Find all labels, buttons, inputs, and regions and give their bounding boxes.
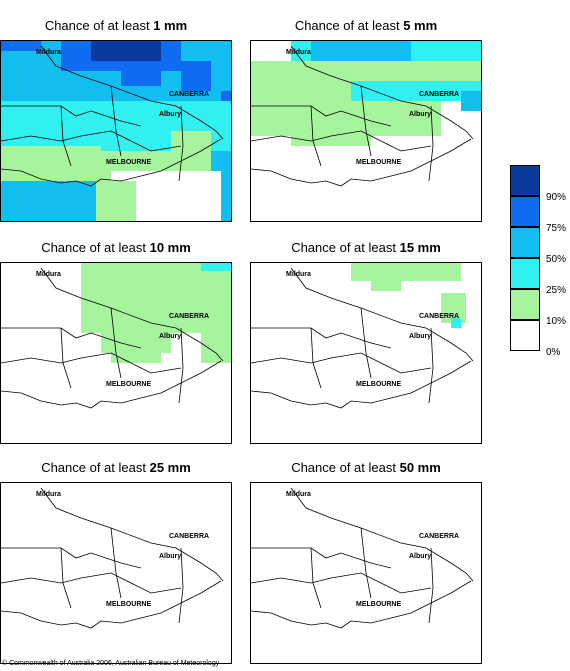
city-mildura: Mildura	[286, 271, 311, 278]
legend-swatch-90	[510, 165, 540, 196]
city-mildura: Mildura	[286, 491, 311, 498]
panel-title: Chance of at least 1 mm	[44, 18, 188, 33]
city-mildura: Mildura	[36, 491, 61, 498]
panel-title: Chance of at least 15 mm	[291, 240, 441, 255]
map-15mm: Mildura CANBERRA Albury MELBOURNE	[250, 262, 482, 444]
city-albury: Albury	[159, 553, 181, 560]
legend-label: 75%	[546, 223, 567, 234]
panel-title: Chance of at least 50 mm	[291, 460, 441, 475]
city-melbourne: MELBOURNE	[106, 601, 151, 608]
city-canberra: CANBERRA	[419, 313, 459, 320]
city-canberra: CANBERRA	[169, 533, 209, 540]
city-canberra: CANBERRA	[169, 91, 209, 98]
map-svg: Mildura CANBERRA Albury MELBOURNE	[251, 487, 474, 629]
map-10mm: Mildura CANBERRA Albury MELBOURNE	[0, 262, 232, 444]
panel-title: Chance of at least 25 mm	[41, 460, 191, 475]
city-canberra: CANBERRA	[419, 91, 459, 98]
legend-label: 10%	[546, 316, 567, 327]
map-svg: Mildura CANBERRA Albury MELBOURNE	[1, 41, 231, 221]
city-mildura: Mildura	[36, 271, 61, 278]
copyright: © Commonwealth of Australia 2006, Austra…	[2, 660, 220, 667]
city-albury: Albury	[409, 553, 431, 560]
city-canberra: CANBERRA	[419, 533, 459, 540]
city-melbourne: MELBOURNE	[356, 381, 401, 388]
city-albury: Albury	[409, 333, 431, 340]
map-svg: Mildura CANBERRA Albury MELBOURNE	[251, 263, 474, 409]
city-melbourne: MELBOURNE	[356, 601, 401, 608]
panel-title: Chance of at least 10 mm	[41, 240, 191, 255]
city-melbourne: MELBOURNE	[106, 159, 151, 166]
map-svg: Mildura CANBERRA Albury MELBOURNE	[251, 41, 481, 187]
legend-label: 50%	[546, 254, 567, 265]
legend-swatch-75	[510, 196, 540, 227]
map-5mm: Mildura CANBERRA Albury MELBOURNE	[250, 40, 482, 222]
legend-label: 25%	[546, 285, 567, 296]
panel-title: Chance of at least 5 mm	[294, 18, 438, 33]
map-svg: Mildura CANBERRA Albury MELBOURNE	[1, 487, 224, 629]
legend-label: 0%	[546, 347, 561, 358]
city-canberra: CANBERRA	[169, 313, 209, 320]
legend-swatch-25	[510, 258, 540, 289]
legend-swatch-50	[510, 227, 540, 258]
city-melbourne: MELBOURNE	[356, 159, 401, 166]
city-albury: Albury	[159, 111, 181, 118]
legend-swatch-0	[510, 320, 540, 351]
city-melbourne: MELBOURNE	[106, 381, 151, 388]
legend-swatch-10	[510, 289, 540, 320]
city-mildura: Mildura	[36, 49, 61, 56]
city-albury: Albury	[159, 333, 181, 340]
city-albury: Albury	[409, 111, 431, 118]
map-25mm: Mildura CANBERRA Albury MELBOURNE	[0, 482, 232, 664]
map-1mm: Mildura CANBERRA Albury MELBOURNE	[0, 40, 232, 222]
city-mildura: Mildura	[286, 49, 311, 56]
map-svg: Mildura CANBERRA Albury MELBOURNE	[1, 263, 231, 409]
legend-label: 90%	[546, 192, 567, 203]
map-50mm: Mildura CANBERRA Albury MELBOURNE	[250, 482, 482, 664]
